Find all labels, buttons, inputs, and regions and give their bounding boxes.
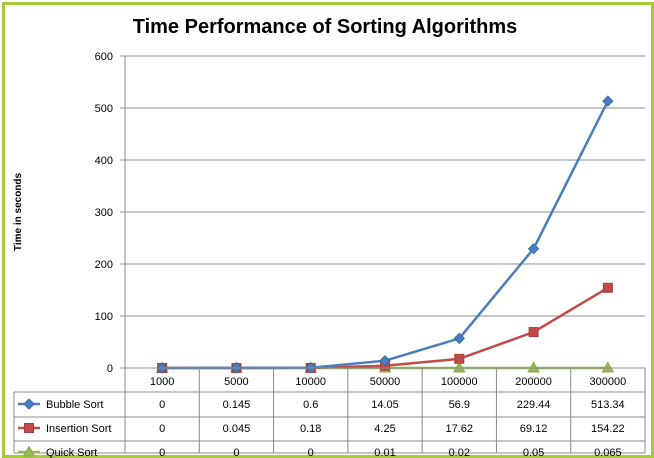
legend-key-marker [22, 445, 36, 457]
legend-series-name: Insertion Sort [46, 423, 111, 435]
x-tick-label: 200000 [515, 376, 552, 388]
table-value-cell: 69.12 [520, 423, 548, 435]
table-value-cell: 154.22 [591, 423, 625, 435]
table-value-cell: 0 [233, 447, 239, 458]
series-lines [155, 95, 615, 374]
axes: 0 100 200 300 400 500 600 [95, 51, 126, 375]
table-value-cell: 0.145 [223, 399, 251, 411]
data-point [601, 361, 615, 373]
y-tick-label: 500 [95, 103, 113, 115]
table-value-cell: 0.045 [223, 423, 251, 435]
data-point [602, 95, 614, 107]
legend-key-marker [23, 398, 35, 410]
y-tick-label: 600 [95, 51, 113, 63]
x-tick-label: 10000 [295, 376, 326, 388]
table-value-cell: 56.9 [449, 399, 470, 411]
table-value-cell: 17.62 [446, 423, 474, 435]
data-point [454, 353, 465, 364]
table-value-cell: 0 [308, 447, 314, 458]
data-table: 1000 5000 10000 50000 100000 200000 300000 Bubb… [13, 367, 646, 458]
data-point [602, 282, 613, 293]
legend-series-name: Bubble Sort [46, 399, 103, 411]
table-value-cell: 0.01 [374, 447, 395, 458]
gridlines [125, 55, 645, 317]
y-tick-label: 0 [107, 363, 113, 375]
chart-title: Time Performance of Sorting Algorithms [133, 16, 518, 38]
x-tick-label: 100000 [441, 376, 478, 388]
data-point [527, 242, 540, 255]
y-tick-label: 300 [95, 207, 113, 219]
y-axis-label: Time in seconds [13, 172, 24, 251]
table-value-cell: 513.34 [591, 399, 625, 411]
x-tick-label: 5000 [224, 376, 248, 388]
table-value-cell: 0.18 [300, 423, 321, 435]
data-point [453, 332, 465, 345]
x-tick-label: 300000 [589, 376, 626, 388]
data-point [528, 327, 539, 338]
x-tick-label: 50000 [370, 376, 401, 388]
y-tick-label: 200 [95, 259, 113, 271]
x-tick-label: 1000 [150, 376, 174, 388]
table-value-cell: 0.065 [594, 447, 622, 458]
table-value-cell: 4.25 [374, 423, 395, 435]
table-value-cell: 0 [159, 399, 165, 411]
y-tick-label: 400 [95, 155, 113, 167]
table-value-cell: 229.44 [517, 399, 551, 411]
y-tick-label: 100 [95, 311, 113, 323]
legend-key-marker [24, 423, 34, 433]
data-point [379, 354, 391, 367]
table-value-cell: 0 [159, 447, 165, 458]
table-value-cell: 0.05 [523, 447, 544, 458]
legend-series-name: Quick Sort [46, 447, 97, 458]
data-point [527, 361, 540, 373]
table-value-cell: 0.6 [303, 399, 318, 411]
data-point [452, 361, 466, 373]
table-value-cell: 0 [159, 423, 165, 435]
table-value-cell: 14.05 [371, 399, 399, 411]
table-value-cell: 0.02 [449, 447, 470, 458]
